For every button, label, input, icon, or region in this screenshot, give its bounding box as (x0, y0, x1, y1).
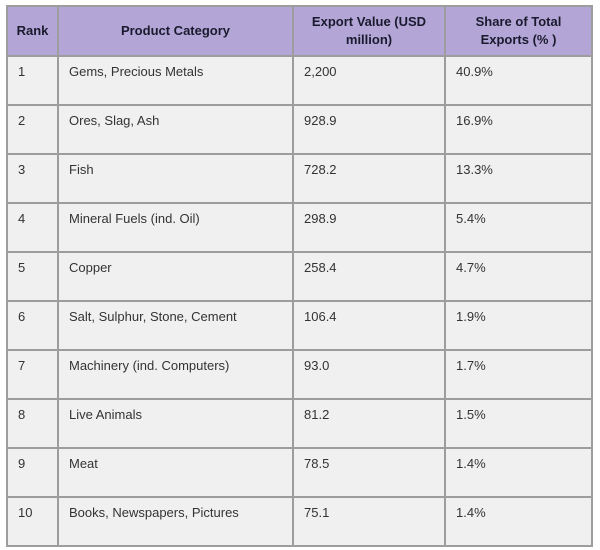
value-cell: 78.5 (292, 447, 446, 498)
share-cell: 1.9% (444, 300, 593, 351)
category-cell: Gems, Precious Metals (57, 55, 294, 106)
table-row: 7 Machinery (ind. Computers) 93.0 1.7% (6, 349, 593, 400)
table-header-row: Rank Product Category Export Value (USD … (6, 5, 593, 57)
value-cell: 298.9 (292, 202, 446, 253)
category-cell: Copper (57, 251, 294, 302)
top-exports-table: Rank Product Category Export Value (USD … (6, 5, 593, 547)
share-cell: 1.5% (444, 398, 593, 449)
table-row: 1 Gems, Precious Metals 2,200 40.9% (6, 55, 593, 106)
rank-cell: 2 (6, 104, 59, 155)
category-cell: Fish (57, 153, 294, 204)
rank-cell: 10 (6, 496, 59, 547)
column-header-product-category: Product Category (57, 5, 294, 57)
value-cell: 2,200 (292, 55, 446, 106)
value-cell: 106.4 (292, 300, 446, 351)
table-row: 5 Copper 258.4 4.7% (6, 251, 593, 302)
category-cell: Live Animals (57, 398, 294, 449)
rank-cell: 3 (6, 153, 59, 204)
rank-cell: 9 (6, 447, 59, 498)
value-cell: 728.2 (292, 153, 446, 204)
rank-cell: 1 (6, 55, 59, 106)
value-cell: 258.4 (292, 251, 446, 302)
rank-cell: 5 (6, 251, 59, 302)
table-row: 3 Fish 728.2 13.3% (6, 153, 593, 204)
share-cell: 13.3% (444, 153, 593, 204)
category-cell: Mineral Fuels (ind. Oil) (57, 202, 294, 253)
category-cell: Salt, Sulphur, Stone, Cement (57, 300, 294, 351)
rank-cell: 7 (6, 349, 59, 400)
column-header-share: Share of Total Exports (% ) (444, 5, 593, 57)
table-row: 6 Salt, Sulphur, Stone, Cement 106.4 1.9… (6, 300, 593, 351)
category-cell: Meat (57, 447, 294, 498)
rank-cell: 6 (6, 300, 59, 351)
share-cell: 5.4% (444, 202, 593, 253)
rank-cell: 4 (6, 202, 59, 253)
value-cell: 93.0 (292, 349, 446, 400)
share-cell: 40.9% (444, 55, 593, 106)
table-row: 4 Mineral Fuels (ind. Oil) 298.9 5.4% (6, 202, 593, 253)
category-cell: Books, Newspapers, Pictures (57, 496, 294, 547)
share-cell: 4.7% (444, 251, 593, 302)
share-cell: 1.4% (444, 496, 593, 547)
table-row: 9 Meat 78.5 1.4% (6, 447, 593, 498)
value-cell: 81.2 (292, 398, 446, 449)
column-header-rank: Rank (6, 5, 59, 57)
column-header-export-value: Export Value (USD million) (292, 5, 446, 57)
share-cell: 1.7% (444, 349, 593, 400)
category-cell: Machinery (ind. Computers) (57, 349, 294, 400)
share-cell: 1.4% (444, 447, 593, 498)
table-row: 8 Live Animals 81.2 1.5% (6, 398, 593, 449)
category-cell: Ores, Slag, Ash (57, 104, 294, 155)
table-row: 2 Ores, Slag, Ash 928.9 16.9% (6, 104, 593, 155)
rank-cell: 8 (6, 398, 59, 449)
share-cell: 16.9% (444, 104, 593, 155)
value-cell: 75.1 (292, 496, 446, 547)
table-row: 10 Books, Newspapers, Pictures 75.1 1.4% (6, 496, 593, 547)
value-cell: 928.9 (292, 104, 446, 155)
